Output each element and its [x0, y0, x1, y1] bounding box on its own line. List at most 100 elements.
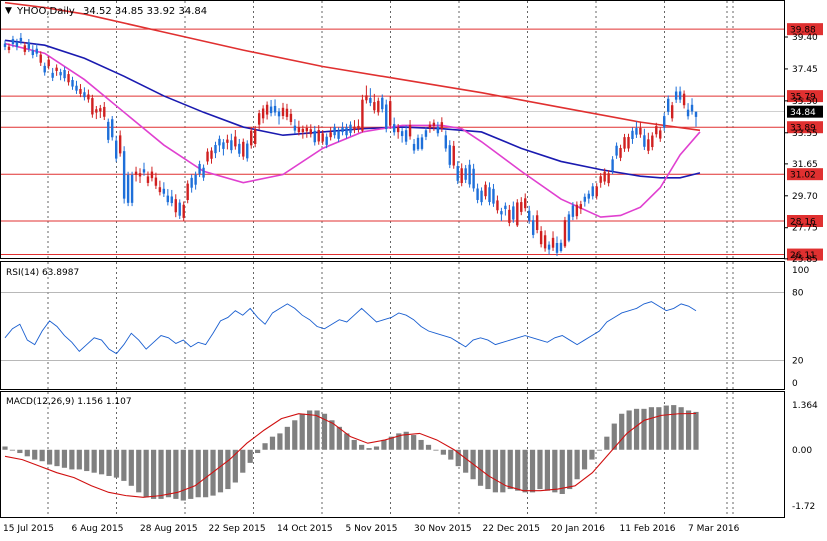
candle-body — [639, 127, 642, 135]
candle-body — [591, 186, 594, 197]
candle-body — [218, 138, 221, 146]
rsi-line — [4, 301, 697, 355]
candle-body — [289, 113, 293, 122]
macd-histogram-bar — [381, 439, 387, 450]
candle-body — [460, 168, 463, 184]
macd-histogram-bar — [648, 407, 655, 450]
macd-histogram-bar — [84, 449, 90, 472]
macd-histogram — [2, 405, 699, 501]
rsi-polyline — [4, 301, 697, 355]
candle-body — [325, 136, 328, 145]
time-axis-label: 20 Jan 2016 — [551, 524, 605, 534]
candle-body — [246, 143, 249, 159]
macd-histogram-bar — [158, 449, 164, 499]
macd-histogram-bar — [255, 449, 261, 454]
macd-histogram-bar — [685, 410, 692, 450]
macd-histogram-bar — [544, 449, 550, 491]
macd-axis: 1.364 0.00 -1.72 — [792, 401, 818, 512]
rsi-title: RSI(14) 63.8987 — [6, 268, 79, 278]
candle-body — [79, 88, 82, 94]
rsi-tick-label: 0 — [792, 379, 798, 389]
macd-histogram-bar — [128, 449, 134, 486]
candle-body — [265, 104, 269, 115]
macd-histogram-bar — [440, 449, 446, 455]
candle-body — [345, 127, 348, 136]
macd-histogram-bar — [626, 410, 632, 450]
candle-body — [194, 174, 197, 185]
candle-body — [516, 202, 519, 226]
macd-tick-label: 1.364 — [792, 401, 818, 411]
candle-body — [190, 177, 193, 188]
candle-body — [333, 126, 336, 136]
time-axis-label: 28 Aug 2015 — [140, 524, 198, 534]
macd-histogram-bar — [388, 436, 394, 450]
macd-histogram-bar — [515, 449, 521, 491]
candle-body — [678, 91, 682, 100]
candle-body — [579, 204, 583, 209]
price-tick-label: 27.75 — [792, 224, 818, 234]
macd-histogram-bar — [232, 449, 238, 483]
candle-body — [496, 200, 499, 211]
candle-body — [404, 130, 408, 142]
macd-histogram-bar — [46, 449, 53, 465]
candle-body — [51, 72, 54, 78]
candle-body — [226, 139, 229, 143]
macd-histogram-bar — [17, 449, 23, 454]
candle-body — [472, 168, 475, 189]
level-tag-label: 33.89 — [790, 124, 816, 134]
candle-body — [500, 211, 503, 215]
macd-histogram-bar — [581, 449, 588, 470]
macd-histogram-bar — [76, 449, 82, 470]
candle-body — [385, 104, 388, 130]
candle-body — [317, 129, 320, 142]
time-axis-label: 14 Oct 2015 — [277, 524, 333, 534]
candle-body — [599, 176, 602, 183]
candle-body — [134, 171, 138, 175]
macd-histogram-bar — [173, 449, 179, 499]
rsi-axis: 100 80 20 0 — [792, 266, 809, 389]
candle-body — [337, 130, 340, 139]
candle-body — [464, 168, 467, 180]
level-tag — [787, 168, 823, 181]
chart-menu-icon[interactable]: ▼ — [5, 6, 12, 16]
candle-body — [659, 130, 662, 139]
macd-tick-label: -1.72 — [792, 502, 815, 512]
macd-histogram-bar — [61, 449, 68, 468]
macd-histogram-bar — [136, 449, 142, 493]
macd-histogram-bar — [693, 411, 699, 450]
macd-histogram-bar — [121, 449, 127, 481]
current-price-tag — [787, 105, 823, 118]
macd-histogram-bar — [373, 446, 380, 450]
candle-body — [575, 204, 579, 217]
candle-body — [543, 235, 547, 249]
candle-body — [667, 98, 670, 112]
level-tag — [787, 248, 823, 261]
candle-body — [242, 141, 245, 157]
candle-body — [166, 195, 170, 203]
moving-average-line — [4, 42, 701, 218]
candle-body — [182, 204, 185, 218]
candle-body — [91, 98, 94, 115]
candle-body — [627, 137, 630, 149]
candle-body — [313, 130, 316, 143]
candle-body — [615, 145, 618, 156]
candle-body — [285, 108, 289, 117]
macd-histogram-bar — [351, 439, 357, 450]
candle-body — [440, 122, 444, 129]
macd-signal-line — [4, 412, 697, 498]
candle-body — [301, 128, 305, 133]
macd-histogram-bar — [195, 449, 201, 498]
candle-body — [670, 105, 674, 119]
macd-grid — [47, 392, 734, 517]
level-tag — [787, 90, 823, 103]
candle-body — [309, 129, 312, 135]
candle-body — [273, 105, 277, 113]
macd-histogram-bar — [292, 420, 298, 450]
level-tag — [787, 121, 823, 134]
candle-body — [468, 164, 471, 185]
macd-histogram-bar — [359, 444, 365, 450]
time-axis-label: 5 Nov 2015 — [346, 524, 398, 534]
time-axis-label: 7 Mar 2016 — [688, 524, 740, 534]
candle-body — [690, 104, 694, 112]
